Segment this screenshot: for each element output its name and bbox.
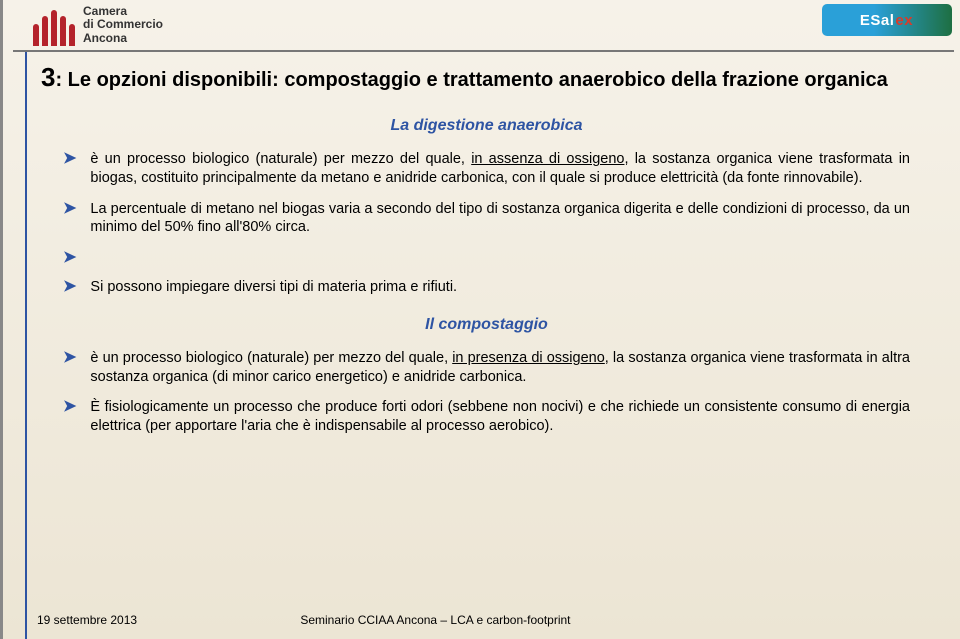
bullet-text: è un processo biologico (naturale) per m… xyxy=(90,349,910,386)
logo-esalex: ESalex xyxy=(822,4,952,36)
logo-right-ex: ex xyxy=(895,12,913,29)
bullet-arrow-icon: ➤ xyxy=(63,249,76,267)
bullet-s1-0: ➤ è un processo biologico (naturale) per… xyxy=(63,150,910,187)
bullet-text xyxy=(90,249,910,267)
vertical-stripe xyxy=(25,52,27,639)
bullet-empty: ➤ xyxy=(63,249,910,267)
title-text: : Le opzioni disponibili: compostaggio e… xyxy=(55,69,887,91)
logo-left-line2: di Commercio xyxy=(83,18,163,31)
bullet-s2-1: ➤ È fisiologicamente un processo che pro… xyxy=(63,398,910,435)
bullet-arrow-icon: ➤ xyxy=(63,278,76,297)
bullet-text: È fisiologicamente un processo che produ… xyxy=(90,398,910,435)
bullet-pre: è un processo biologico (naturale) per m… xyxy=(90,350,452,366)
bullet-text: Si possono impiegare diversi tipi di mat… xyxy=(90,278,910,297)
footer: 19 settembre 2013 Seminario CCIAA Ancona… xyxy=(37,613,571,627)
section1-heading: La digestione anaerobica xyxy=(63,116,910,136)
bullet-s1-1: ➤ La percentuale di metano nel biogas va… xyxy=(63,200,910,237)
bullet-pre: è un processo biologico (naturale) per m… xyxy=(90,151,471,167)
slide-content: La digestione anaerobica ➤ è un processo… xyxy=(63,110,910,447)
bullet-s2-0: ➤ è un processo biologico (naturale) per… xyxy=(63,349,910,386)
bullet-pre: È fisiologicamente un processo che produ… xyxy=(90,399,910,434)
bullet-underline: in assenza di ossigeno xyxy=(471,151,624,167)
logo-camera-commercio: Camera di Commercio Ancona xyxy=(33,4,163,46)
bullet-text: è un processo biologico (naturale) per m… xyxy=(90,150,910,187)
bullet-arrow-icon: ➤ xyxy=(63,200,76,237)
bullet-underline: in presenza di ossigeno xyxy=(452,350,605,366)
logo-right-prefix: ESal xyxy=(860,12,895,29)
logo-arch-icon xyxy=(33,4,75,46)
section2-heading: Il compostaggio xyxy=(63,315,910,335)
bullet-pre: La percentuale di metano nel biogas vari… xyxy=(90,201,910,236)
slide: Camera di Commercio Ancona ESalex 3: Le … xyxy=(0,0,960,639)
footer-venue: Seminario CCIAA Ancona – LCA e carbon-fo… xyxy=(300,613,570,627)
bullet-pre: Si possono impiegare diversi tipi di mat… xyxy=(90,279,457,295)
footer-date: 19 settembre 2013 xyxy=(37,613,297,627)
bullet-arrow-icon: ➤ xyxy=(63,398,76,435)
logo-left-text: Camera di Commercio Ancona xyxy=(83,5,163,45)
title-number: 3 xyxy=(41,62,55,92)
bullet-s1-2: ➤ Si possono impiegare diversi tipi di m… xyxy=(63,278,910,297)
bullet-arrow-icon: ➤ xyxy=(63,349,76,386)
bullet-arrow-icon: ➤ xyxy=(63,150,76,187)
header-divider xyxy=(13,50,954,52)
slide-title: 3: Le opzioni disponibili: compostaggio … xyxy=(41,62,930,93)
bullet-text: La percentuale di metano nel biogas vari… xyxy=(90,200,910,237)
logo-left-line3: Ancona xyxy=(83,32,163,45)
